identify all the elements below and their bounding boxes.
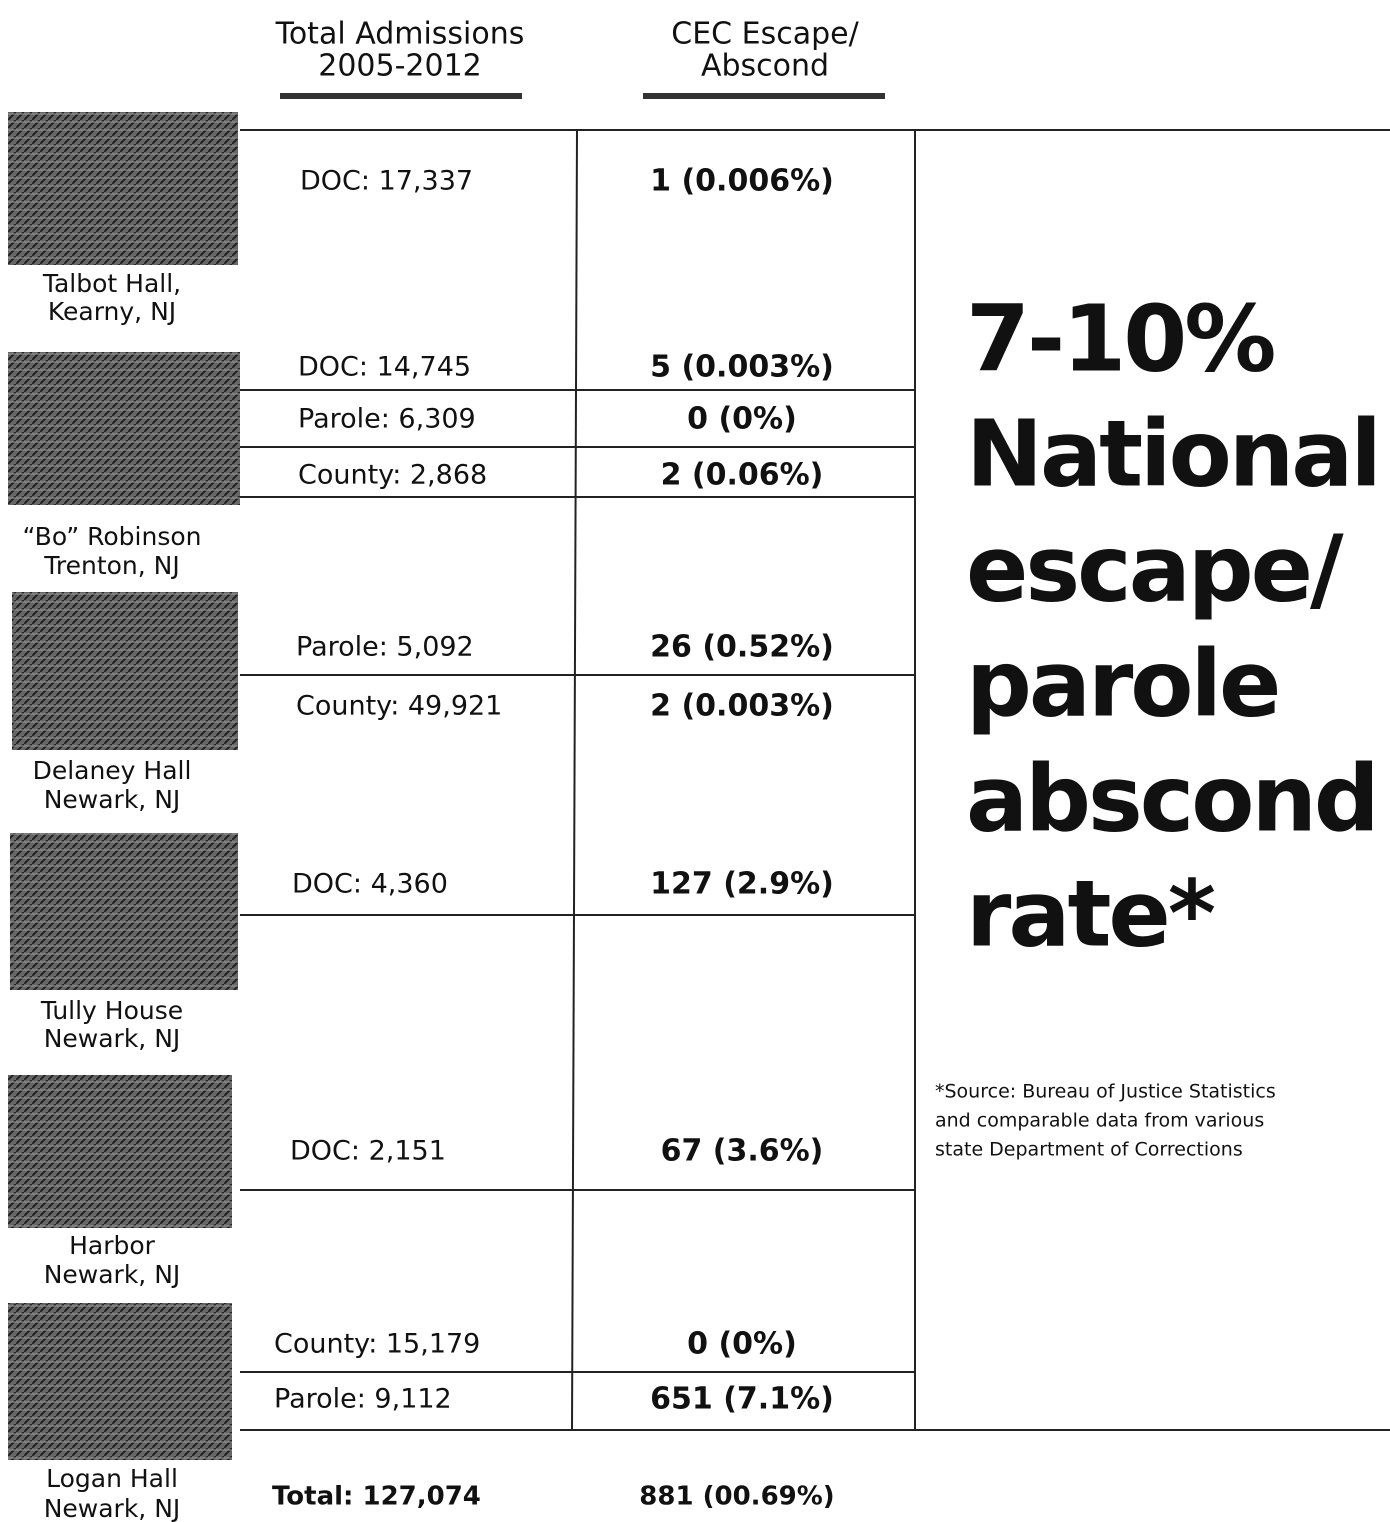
page: Total Admissions2005-2012 CEC Escape/Absc… <box>0 0 1390 1522</box>
footnote: state Department of Corrections <box>935 1139 1243 1161</box>
admissions-cell: County: 49,921 <box>296 691 502 722</box>
admissions-cell: County: 2,868 <box>298 460 487 491</box>
callout-text: 7-10% <box>966 285 1274 392</box>
escape-cell: 67 (3.6%) <box>661 1134 824 1169</box>
callout-text: abscond <box>966 745 1377 852</box>
admissions-cell: DOC: 2,151 <box>290 1136 446 1167</box>
admissions-cell: Parole: 6,309 <box>298 404 476 435</box>
footnote: and comparable data from various <box>935 1110 1264 1132</box>
facility-name: Harbor <box>69 1231 156 1260</box>
escape-cell: 1 (0.006%) <box>650 164 834 199</box>
facility-name: “Bo” Robinson <box>22 522 201 551</box>
facility-name: Kearny, NJ <box>48 297 176 326</box>
admissions-cell: DOC: 14,745 <box>298 352 471 383</box>
admissions-cell: Parole: 9,112 <box>274 1384 452 1415</box>
column-header: 2005-2012 <box>318 49 482 84</box>
admissions-cell: Parole: 5,092 <box>296 632 474 663</box>
column-header: Abscond <box>701 49 829 84</box>
total-admissions: Total: 127,074 <box>272 1482 481 1512</box>
facility-name: Newark, NJ <box>44 1260 181 1289</box>
facility-name: Tully House <box>40 996 183 1025</box>
facility-name: Newark, NJ <box>44 785 181 814</box>
callout-text: parole <box>966 630 1278 737</box>
escape-cell: 0 (0%) <box>687 402 797 437</box>
escape-cell: 5 (0.003%) <box>650 350 834 385</box>
footnote: *Source: Bureau of Justice Statistics <box>935 1081 1276 1103</box>
escape-cell: 2 (0.06%) <box>661 458 824 493</box>
escape-cell: 651 (7.1%) <box>650 1382 834 1417</box>
facility-name: Logan Hall <box>46 1464 178 1493</box>
callout-text: escape/ <box>966 515 1344 622</box>
facility-name: Trenton, NJ <box>43 551 179 580</box>
column-header: Total Admissions <box>275 17 525 52</box>
total-escapes: 881 (00.69%) <box>639 1482 834 1512</box>
escape-cell: 127 (2.9%) <box>650 867 834 902</box>
facility-name: Talbot Hall, <box>42 269 181 298</box>
facility-name: Newark, NJ <box>44 1494 181 1522</box>
escape-cell: 26 (0.52%) <box>650 630 834 665</box>
column-header: CEC Escape/ <box>671 17 859 52</box>
header-underline <box>280 93 522 99</box>
escape-cell: 2 (0.003%) <box>650 689 834 724</box>
facility-name: Newark, NJ <box>44 1024 181 1053</box>
escape-cell: 0 (0%) <box>687 1327 797 1362</box>
header-underline <box>643 93 885 99</box>
admissions-cell: County: 15,179 <box>274 1329 480 1360</box>
admissions-cell: DOC: 4,360 <box>292 869 448 900</box>
admissions-cell: DOC: 17,337 <box>300 166 473 197</box>
callout-text: National <box>966 400 1379 507</box>
callout-text: rate* <box>966 860 1215 967</box>
facility-name: Delaney Hall <box>33 756 192 785</box>
